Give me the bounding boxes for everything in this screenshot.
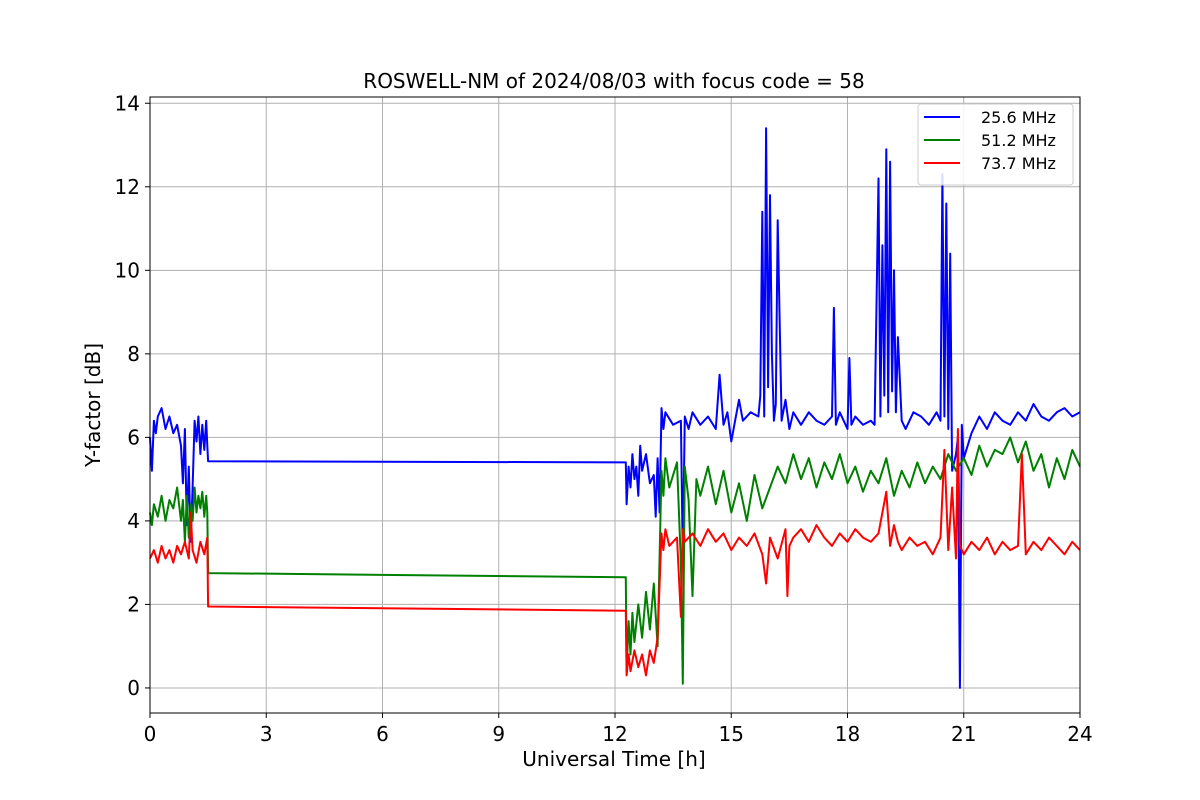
series-line-0 (149, 127, 1081, 689)
y-tick-label: 14 (115, 91, 140, 115)
legend-label: 73.7 MHz (981, 154, 1056, 173)
series-layer (149, 127, 1081, 689)
x-tick-label: 12 (602, 722, 627, 746)
y-tick-label: 10 (115, 258, 140, 282)
x-tick-label: 24 (1067, 722, 1092, 746)
x-tick-label: 0 (144, 722, 157, 746)
y-axis-title: Y-factor [dB] (81, 343, 105, 468)
x-tick-label: 3 (260, 722, 273, 746)
y-tick-label: 4 (127, 509, 140, 533)
x-tick-label: 18 (835, 722, 860, 746)
legend-label: 51.2 MHz (981, 131, 1056, 150)
legend-label: 25.6 MHz (981, 108, 1056, 127)
series-line-2 (149, 428, 1081, 677)
y-tick-label: 2 (127, 592, 140, 616)
y-tick-label: 0 (127, 676, 140, 700)
legend-box (917, 103, 1074, 186)
x-tick-label: 15 (719, 722, 744, 746)
x-tick-label: 6 (376, 722, 389, 746)
legend: 25.6 MHz 51.2 MHz 73.7 MHz (917, 103, 1074, 186)
series-line-1 (149, 436, 1081, 685)
y-tick-label: 8 (127, 342, 140, 366)
y-tick-label: 6 (127, 425, 140, 449)
x-axis-title: Universal Time [h] (522, 747, 705, 771)
chart-title: ROSWELL-NM of 2024/08/03 with focus code… (363, 69, 864, 93)
x-tick-label: 21 (951, 722, 976, 746)
x-tick-label: 9 (492, 722, 505, 746)
y-tick-label: 12 (115, 175, 140, 199)
